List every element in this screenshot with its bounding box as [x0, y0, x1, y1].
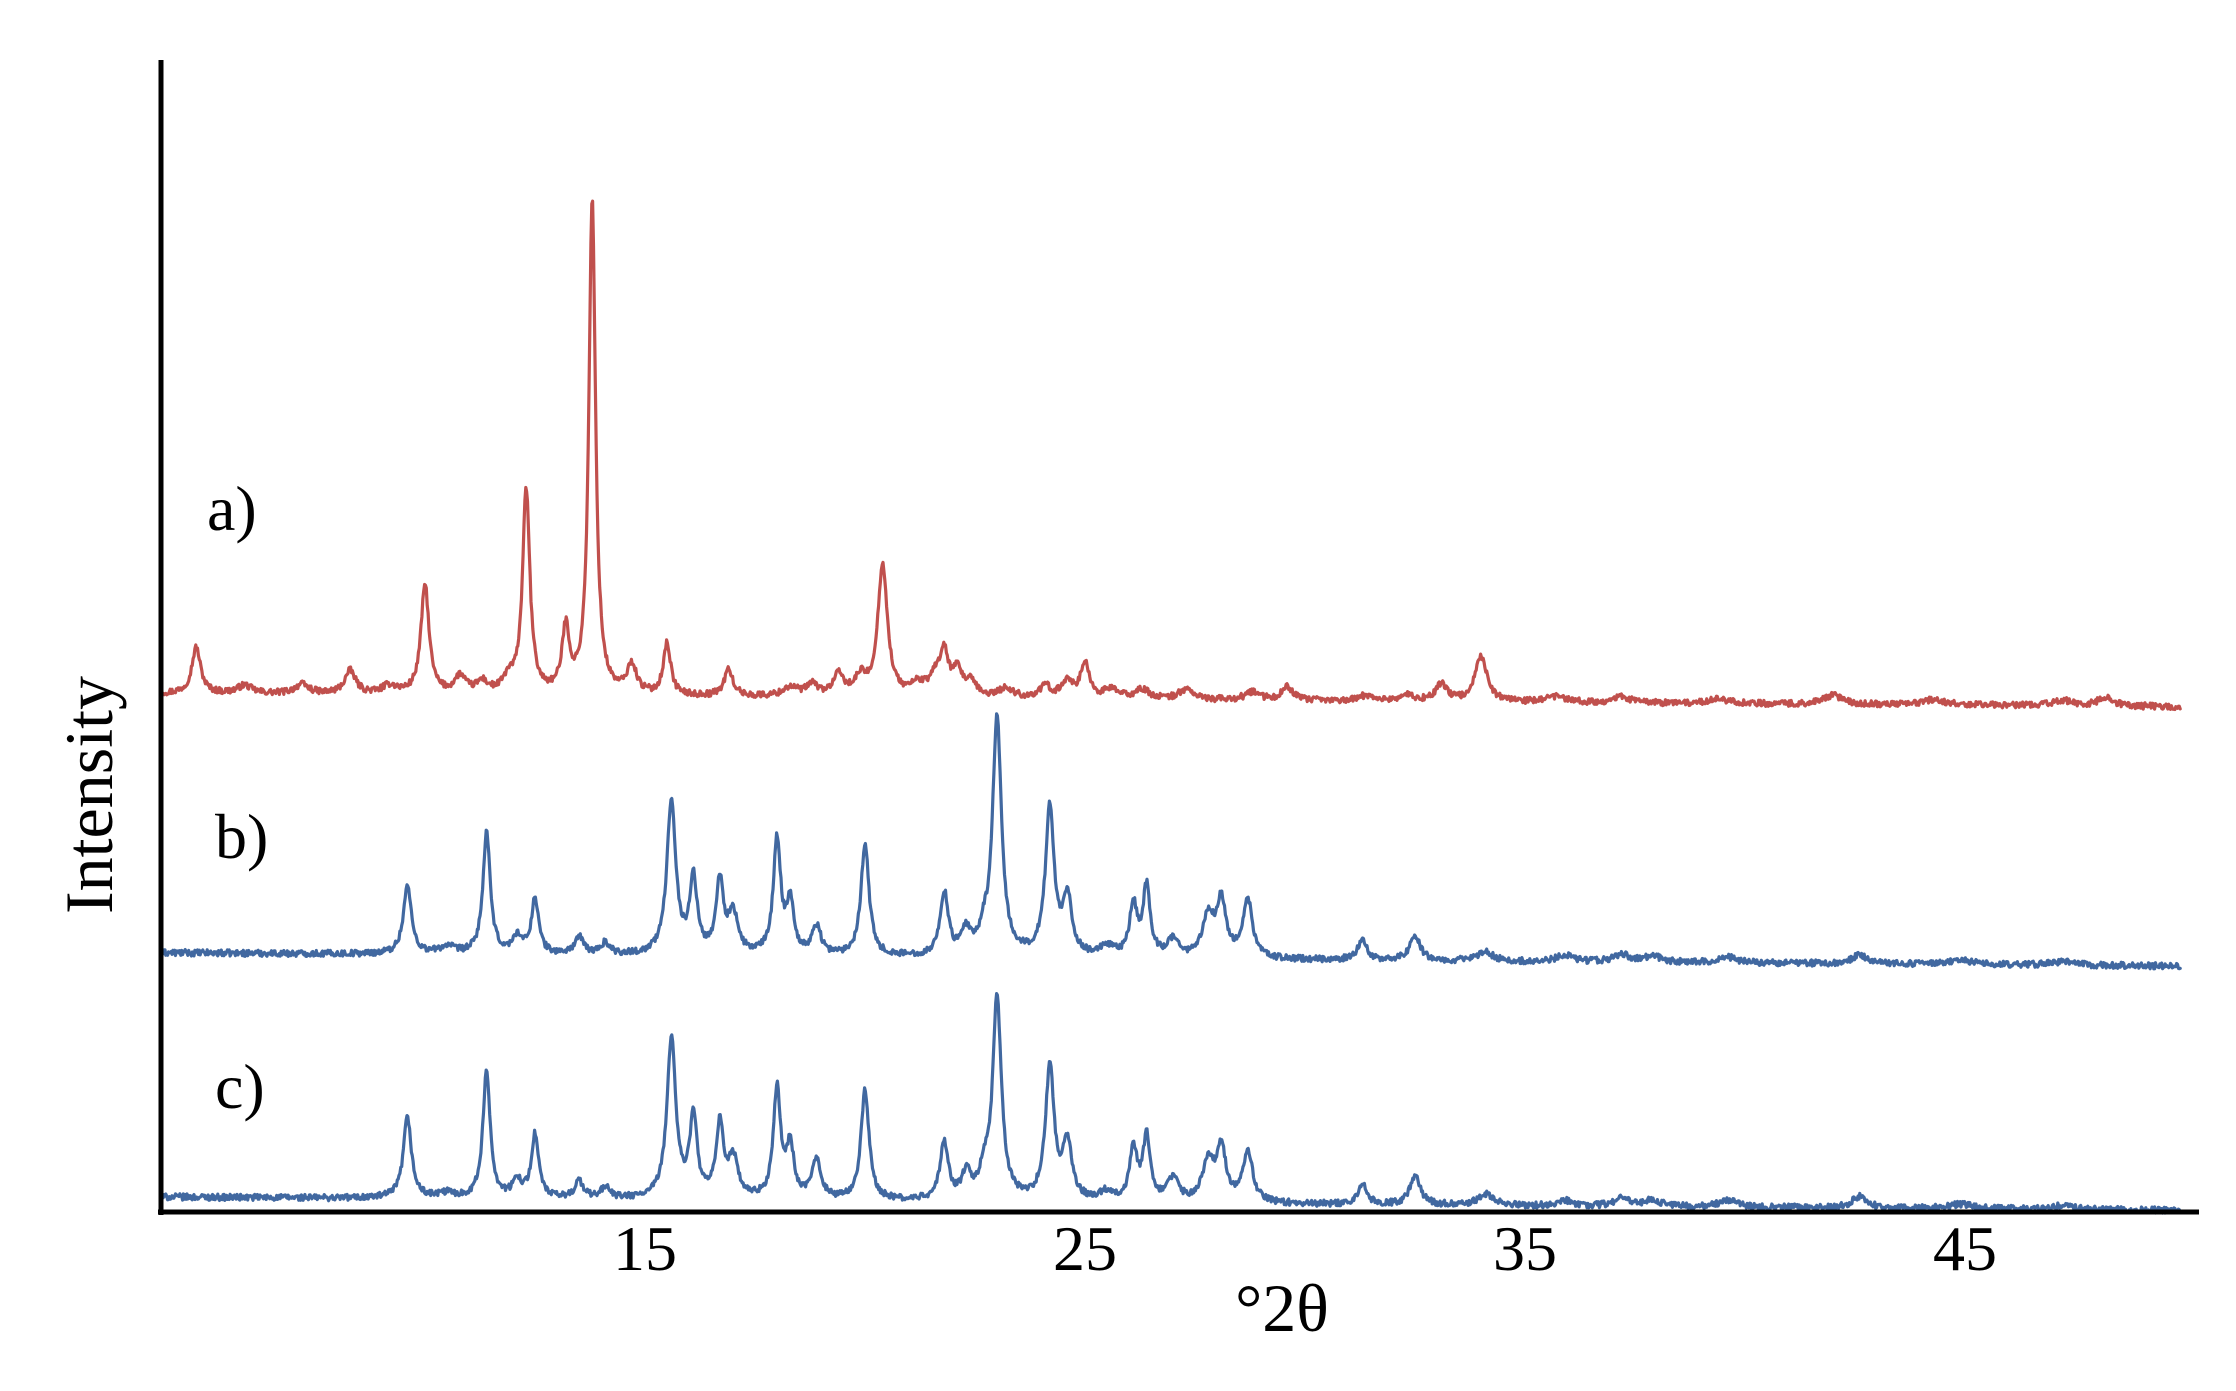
series-line-c — [161, 991, 2182, 1215]
y-axis-label: Intensity — [51, 676, 127, 914]
series-label-a: a) — [207, 473, 257, 544]
series-label-b: b) — [215, 801, 268, 872]
x-tick-label-15: 15 — [613, 1213, 677, 1284]
x-tick-label-35: 35 — [1493, 1213, 1557, 1284]
x-tick-labels: 15 25 35 45 — [613, 1213, 1997, 1284]
series-line-b — [161, 712, 2182, 971]
x-tick-label-25: 25 — [1053, 1213, 1117, 1284]
series-line-a — [161, 199, 2182, 712]
x-tick-label-45: 45 — [1933, 1213, 1997, 1284]
pattern-traces — [161, 199, 2182, 1215]
series-label-c: c) — [215, 1051, 265, 1122]
x-axis-label: °2θ — [1235, 1270, 1329, 1346]
